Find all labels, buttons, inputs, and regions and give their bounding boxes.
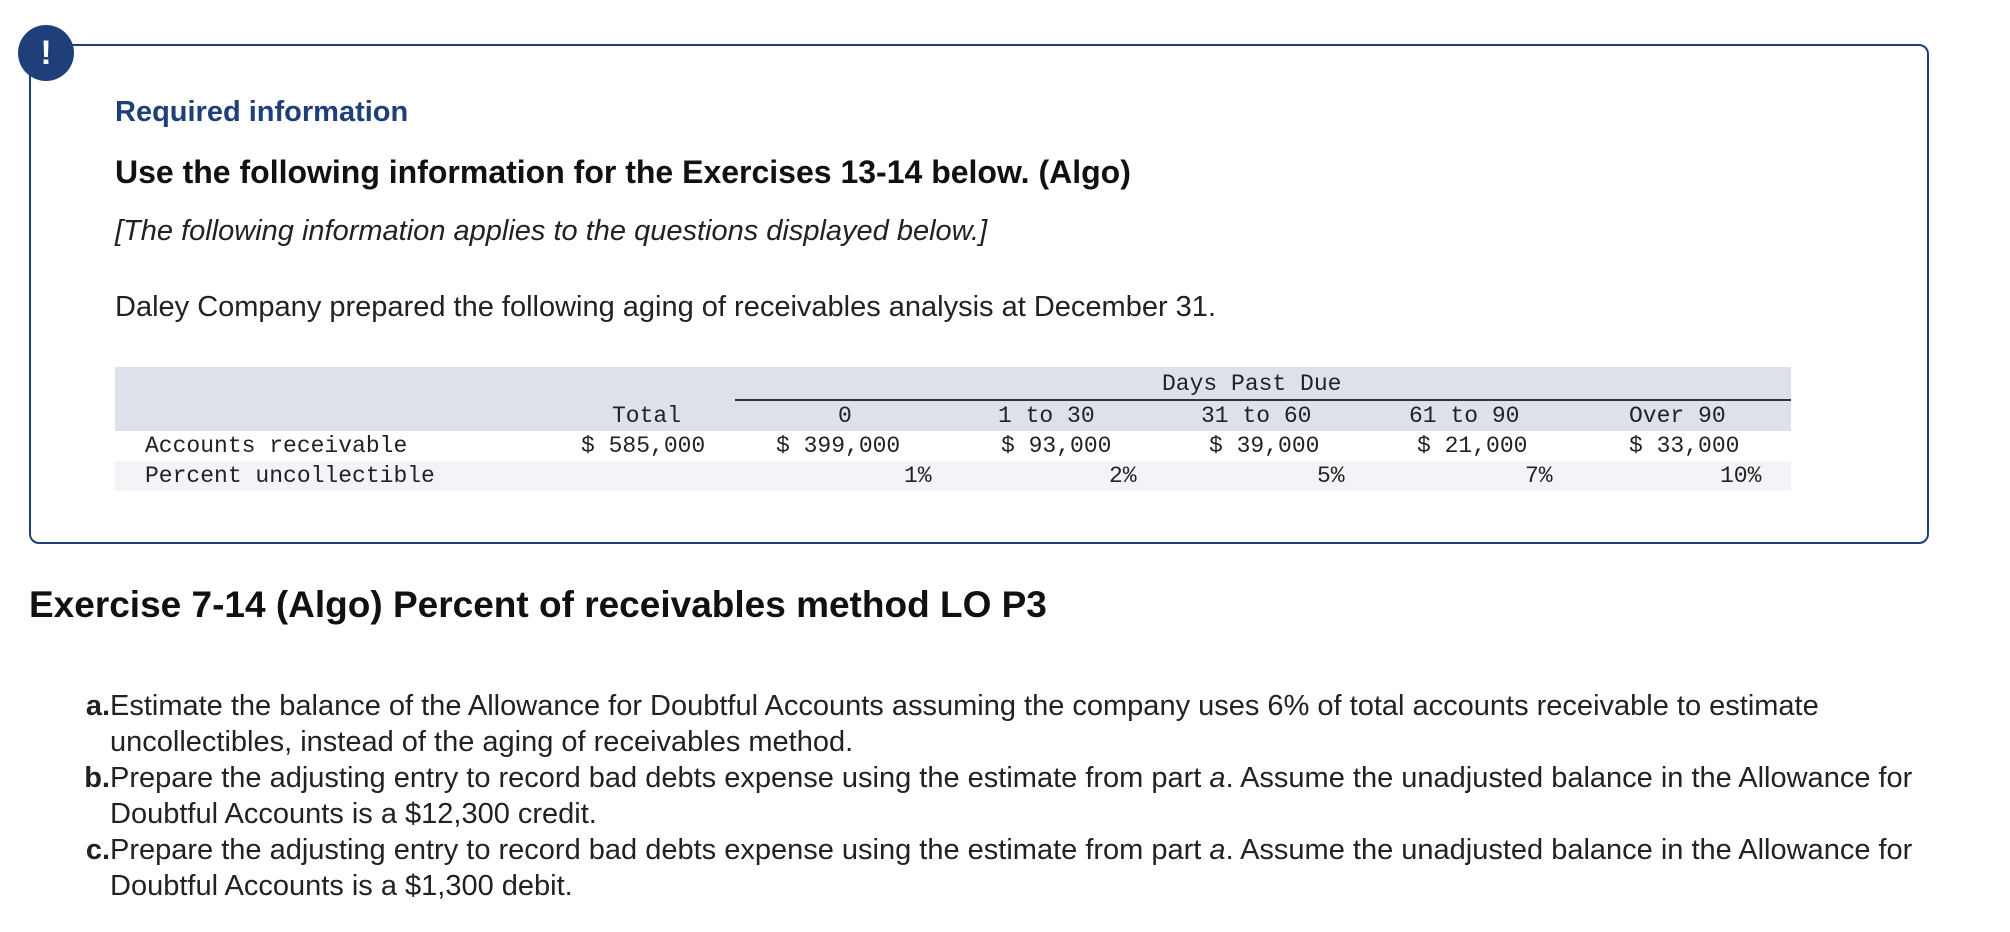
column-header-total: Total — [612, 403, 682, 429]
pct-over-90: 10% — [1720, 463, 1762, 489]
percent-row-band — [115, 461, 1791, 491]
part-b-italic-ref: a — [1209, 762, 1226, 794]
part-a-text: Estimate the balance of the Allowance fo… — [110, 690, 1819, 758]
pct-31-to-60: 5% — [1317, 463, 1345, 489]
part-text-a: Estimate the balance of the Allowance fo… — [110, 688, 1955, 760]
row-label-percent-uncollectible: Percent uncollectible — [145, 463, 435, 489]
ar-over-90: $ 33,000 — [1629, 433, 1740, 459]
part-text-b: Prepare the adjusting entry to record ba… — [110, 760, 1955, 832]
days-past-due-rule — [735, 399, 1791, 401]
row-label-accounts-receivable: Accounts receivable — [145, 433, 408, 459]
part-c-italic-ref: a — [1209, 834, 1226, 866]
exercise-title: Exercise 7-14 (Algo) Percent of receivab… — [29, 584, 1047, 625]
instructions-title: Use the following information for the Ex… — [115, 154, 1131, 190]
part-letter-c: c. — [85, 834, 110, 866]
days-past-due-header: Days Past Due — [1162, 371, 1342, 397]
part-letter-b: b. — [84, 762, 110, 794]
ar-0: $ 399,000 — [776, 433, 901, 459]
required-information-panel — [29, 44, 1929, 544]
pct-61-to-90: 7% — [1525, 463, 1553, 489]
part-text-c: Prepare the adjusting entry to record ba… — [110, 832, 1955, 904]
pct-1-to-30: 2% — [1109, 463, 1137, 489]
applies-note: [The following information applies to th… — [115, 215, 988, 247]
ar-31-to-60: $ 39,000 — [1209, 433, 1320, 459]
part-b-text-after: . Assume the unadjusted balance in the A… — [110, 762, 1913, 830]
column-header-61-to-90: 61 to 90 — [1409, 403, 1520, 429]
ar-1-to-30: $ 93,000 — [1001, 433, 1112, 459]
list-item: c. Prepare the adjusting entry to record… — [75, 832, 1955, 904]
intro-text: Daley Company prepared the following agi… — [115, 291, 1216, 323]
ar-total: $ 585,000 — [581, 433, 706, 459]
pct-0: 1% — [904, 463, 932, 489]
required-information-heading: Required information — [115, 96, 409, 128]
ar-61-to-90: $ 21,000 — [1417, 433, 1528, 459]
exclamation-icon: ! — [18, 25, 74, 81]
exercise-parts-list: a. Estimate the balance of the Allowance… — [75, 688, 1955, 904]
column-header-0: 0 — [838, 403, 852, 429]
part-c-text-before: Prepare the adjusting entry to record ba… — [110, 834, 1210, 866]
part-b-text-before: Prepare the adjusting entry to record ba… — [110, 762, 1210, 794]
column-header-31-to-60: 31 to 60 — [1201, 403, 1312, 429]
part-c-text-after: . Assume the unadjusted balance in the A… — [110, 834, 1913, 902]
column-header-over-90: Over 90 — [1629, 403, 1726, 429]
list-item: b. Prepare the adjusting entry to record… — [75, 760, 1955, 832]
column-header-1-to-30: 1 to 30 — [998, 403, 1095, 429]
part-letter-a: a. — [85, 690, 110, 722]
list-item: a. Estimate the balance of the Allowance… — [75, 688, 1955, 760]
